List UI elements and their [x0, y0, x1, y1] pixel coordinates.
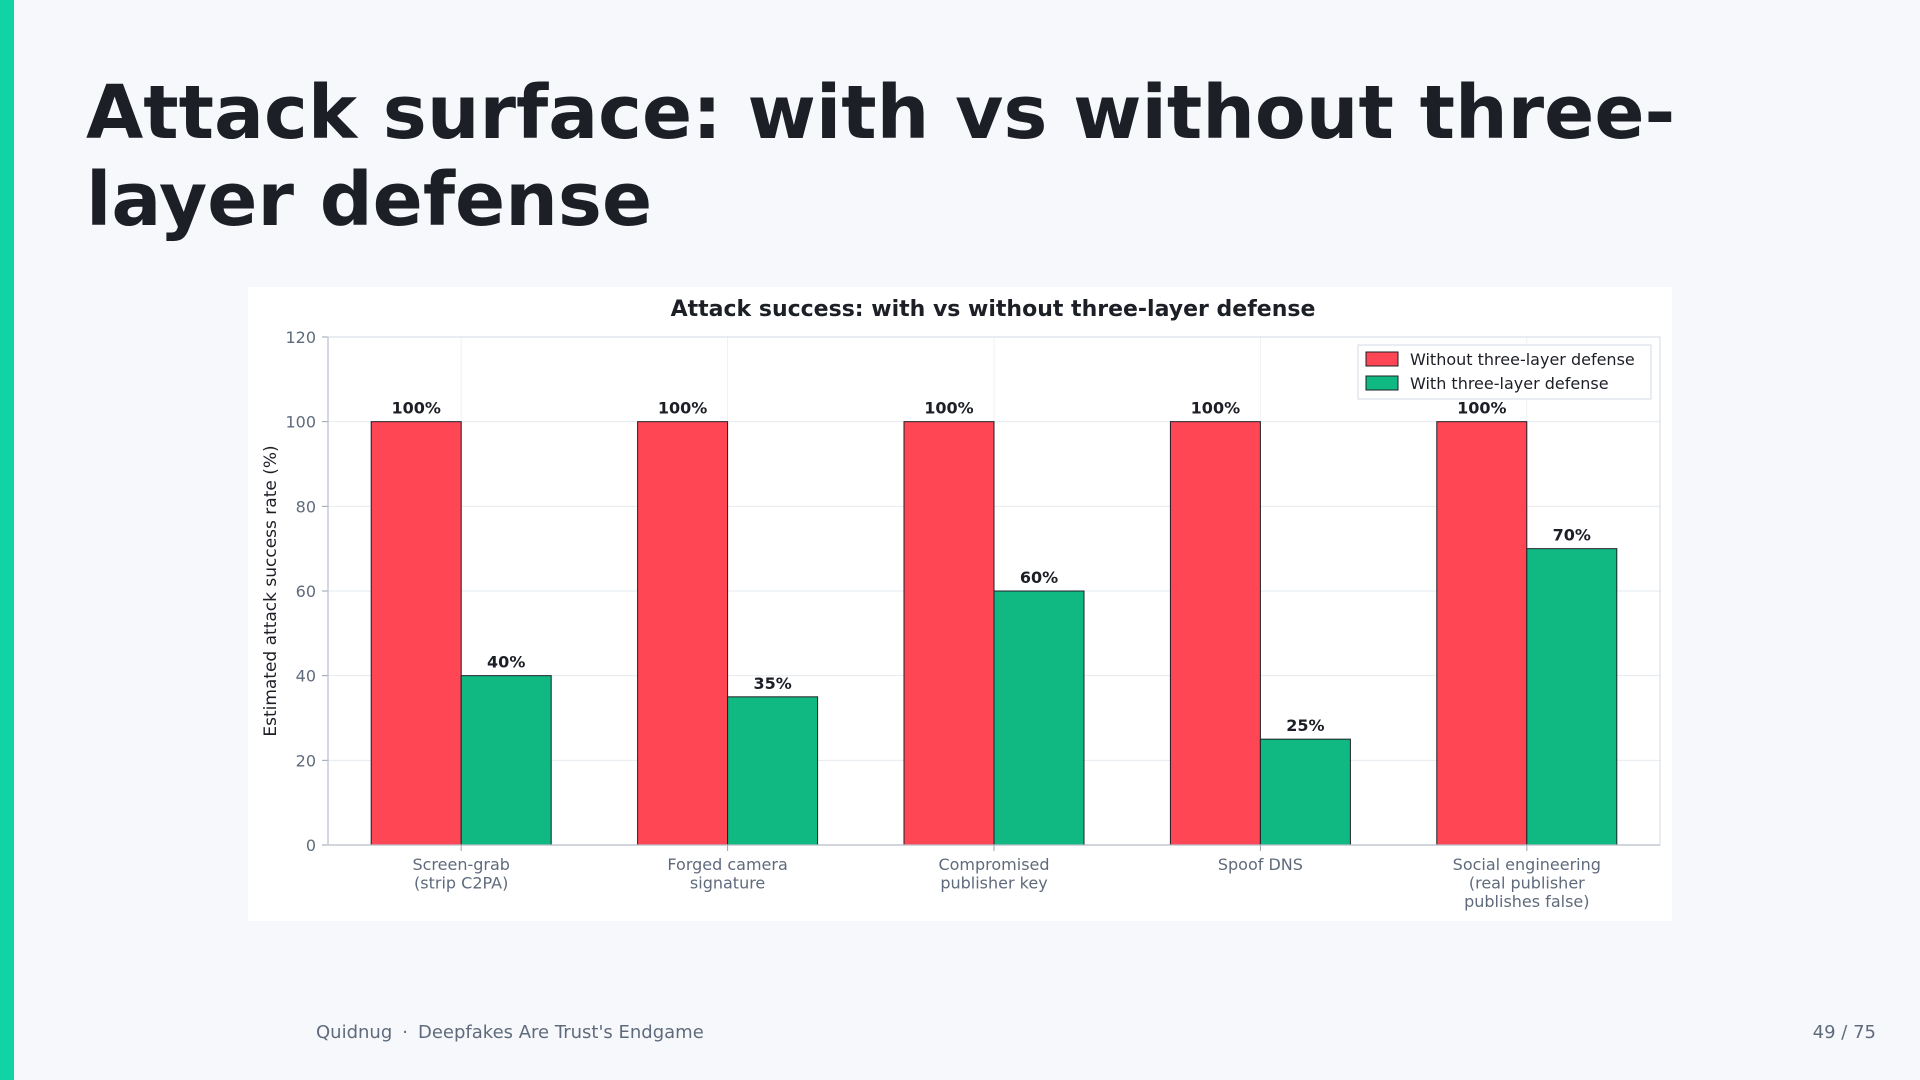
x-tick-label: Compromised publisher key [938, 855, 1049, 893]
bar-without [370, 421, 462, 846]
y-tick-label: 40 [296, 667, 316, 686]
x-tick-label: Forged camera signature [667, 855, 787, 893]
bar-value-label: 100% [391, 399, 440, 418]
y-axis-label: Estimated attack success rate (%) [261, 445, 281, 736]
bar-value-label: 40% [487, 653, 525, 672]
legend-label-without: Without three-layer defense [1410, 350, 1635, 369]
y-tick-label: 20 [296, 751, 316, 770]
legend-swatch-with [1365, 375, 1399, 391]
x-tick-label: Spoof DNS [1218, 855, 1303, 874]
bar-without [1169, 421, 1261, 846]
bar-chart: Attack success: with vs without three-la… [261, 297, 1661, 911]
bar-value-label: 100% [924, 399, 973, 418]
footer-deck-title: Deepfakes Are Trust's Endgame [417, 1022, 704, 1043]
data-labels: 100% 100% 100% 100% 100% 40% 35% 60% 25% 70% [391, 399, 1590, 735]
footer-separator: · [402, 1022, 408, 1043]
accent-bar [0, 0, 14, 1080]
legend-swatch-without [1365, 351, 1399, 367]
bar-value-label: 60% [1020, 568, 1058, 587]
bar-value-label: 100% [658, 399, 707, 418]
footer: Quidnug · Deepfakes Are Trust's Endgame [316, 1022, 704, 1043]
bars [370, 421, 1618, 846]
bar-value-label: 70% [1553, 526, 1591, 545]
y-tick-label: 120 [285, 328, 316, 347]
y-tick-label: 80 [296, 497, 316, 516]
bar-without [637, 421, 729, 846]
bar-value-label: 35% [753, 674, 791, 693]
bar-value-label: 25% [1286, 716, 1324, 735]
bar-without [903, 421, 995, 846]
bar-with [460, 675, 552, 846]
legend-label-with: With three-layer defense [1410, 374, 1609, 393]
chart-card: Attack success: with vs without three-la… [248, 287, 1672, 921]
bar-with [727, 696, 819, 846]
bar-with [1259, 738, 1351, 846]
x-tick-label: Screen-grab (strip C2PA) [412, 855, 509, 893]
bar-without [1436, 421, 1528, 846]
legend-frame [1357, 344, 1652, 400]
bar-value-label: 100% [1457, 399, 1506, 418]
bar-value-label: 100% [1191, 399, 1240, 418]
legend: Without three-layer defense With three-l… [1357, 344, 1652, 400]
x-tick-label: Social engineering (real publisher publish… [1453, 855, 1601, 911]
bar-with [993, 590, 1085, 846]
chart-title: Attack success: with vs without three-la… [671, 297, 1316, 322]
axes [322, 336, 1661, 851]
page-title: Attack surface: with vs without three-la… [86, 70, 1676, 243]
y-tick-label: 60 [296, 582, 316, 601]
y-tick-label: 100 [285, 413, 316, 432]
y-tick-label: 0 [306, 836, 316, 855]
y-tick-labels: 0 20 40 60 80 100 120 [285, 328, 316, 855]
page-indicator: 49 / 75 [1812, 1022, 1876, 1043]
bar-with [1526, 548, 1618, 846]
x-tick-labels: Screen-grab (strip C2PA) Forged camera sign… [412, 855, 1600, 911]
footer-brand: Quidnug [316, 1022, 393, 1043]
